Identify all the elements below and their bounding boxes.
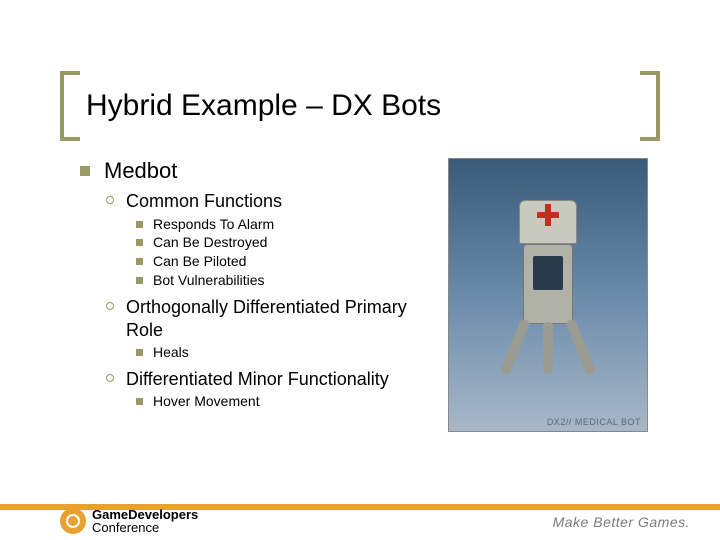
circle-bullet-icon	[106, 374, 114, 382]
robot-panel-icon	[533, 256, 563, 290]
lvl3-item: Responds To Alarm	[153, 215, 274, 234]
gdc-logo: GameDevelopers Conference	[60, 508, 198, 534]
square-bullet-icon	[136, 221, 143, 228]
lvl2-label: Differentiated Minor Functionality	[126, 368, 389, 391]
bracket-left-icon	[60, 71, 80, 141]
content-outline: Medbot Common Functions Responds To Alar…	[80, 158, 410, 417]
title-bar: Hybrid Example – DX Bots	[60, 78, 660, 134]
lvl2-label: Common Functions	[126, 190, 282, 213]
footer: GameDevelopers Conference Make Better Ga…	[0, 492, 720, 540]
outline-section-0-items: Responds To Alarm Can Be Destroyed Can B…	[136, 215, 410, 291]
circle-bullet-icon	[106, 302, 114, 310]
robot-leg-icon	[500, 318, 531, 376]
medical-cross-icon	[537, 204, 559, 226]
lvl3-item: Can Be Destroyed	[153, 233, 267, 252]
footer-tagline: Make Better Games.	[553, 514, 690, 530]
outline-lvl1: Medbot	[80, 158, 410, 184]
lvl3-item: Heals	[153, 343, 189, 362]
medbot-figure: DX2// MEDICAL BOT	[448, 158, 648, 432]
lvl3-item: Hover Movement	[153, 392, 260, 411]
square-bullet-icon	[136, 277, 143, 284]
bracket-right-icon	[640, 71, 660, 141]
outline-section-2-items: Hover Movement	[136, 392, 410, 411]
robot-illustration	[493, 190, 603, 400]
square-bullet-icon	[80, 166, 90, 176]
outline-section-1: Orthogonally Differentiated Primary Role…	[106, 296, 410, 362]
gdc-logo-text: GameDevelopers Conference	[92, 508, 198, 534]
lvl3-item: Bot Vulnerabilities	[153, 271, 265, 290]
logo-word: Conference	[92, 520, 159, 535]
square-bullet-icon	[136, 398, 143, 405]
robot-leg-icon	[565, 318, 596, 376]
lvl2-label: Orthogonally Differentiated Primary Role	[126, 296, 410, 341]
circle-bullet-icon	[106, 196, 114, 204]
outline-section-1-items: Heals	[136, 343, 410, 362]
gdc-logo-icon	[60, 508, 86, 534]
lvl3-item: Can Be Piloted	[153, 252, 246, 271]
robot-leg-icon	[543, 322, 553, 374]
slide: Hybrid Example – DX Bots Medbot Common F…	[0, 0, 720, 540]
figure-caption: DX2// MEDICAL BOT	[547, 417, 641, 427]
square-bullet-icon	[136, 258, 143, 265]
outline-section-2: Differentiated Minor Functionality Hover…	[106, 368, 410, 411]
slide-title: Hybrid Example – DX Bots	[80, 89, 640, 123]
square-bullet-icon	[136, 239, 143, 246]
outline-section-0: Common Functions Responds To Alarm Can B…	[106, 190, 410, 290]
lvl1-text: Medbot	[104, 158, 177, 184]
square-bullet-icon	[136, 349, 143, 356]
